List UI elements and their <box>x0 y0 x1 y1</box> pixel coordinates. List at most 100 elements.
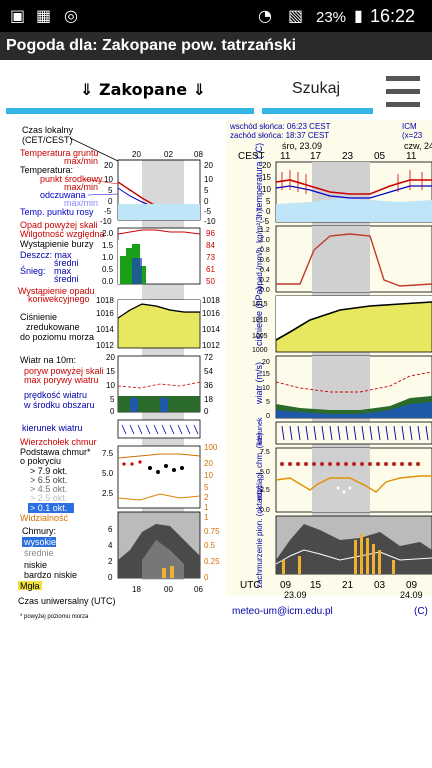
status-bar: ▣ ▦ ◎ ◔ ▧ 23% ▮ 16:22 <box>0 0 432 32</box>
right-panel: wschód słońca: 06:23 CEST zachód słońca:… <box>229 122 432 617</box>
legend-footnote: * powyżej poziomu morza <box>20 614 89 620</box>
left-hum-1: 84 <box>206 241 215 250</box>
temp-tick-5: -5 <box>262 217 270 226</box>
temp-tick-0: 20 <box>262 161 271 170</box>
legend-cisnienie-3: do poziomu morza <box>20 332 94 342</box>
left-cloud-0: 6 <box>108 525 113 534</box>
wind-tick-3: 5 <box>266 399 270 406</box>
temp-axis-label: temperatura (°C) <box>254 143 264 210</box>
app-title-bar: Pogoda dla: Zakopane pow. tatrzański <box>0 32 432 60</box>
left-vis-1: 20 <box>204 459 213 468</box>
left-time-top-0: 20 <box>132 150 141 159</box>
corner-2: (x=23 <box>402 131 423 140</box>
left-pres-0: 1018 <box>96 296 114 305</box>
left-time-top-2: 08 <box>194 150 203 159</box>
search-button[interactable]: Szukaj <box>292 80 341 97</box>
legend-chmury: Chmury: <box>22 526 56 536</box>
left-vis-0: 100 <box>204 443 218 452</box>
utc-label: UTC <box>240 580 261 591</box>
right-pres-3: 1012 <box>202 341 220 350</box>
left-charts <box>117 159 201 580</box>
left-precip-1: 1.5 <box>102 241 114 250</box>
cloud-top-dots <box>280 462 420 466</box>
media-icon: ▦ <box>36 6 52 25</box>
legend-widzialnosc: Widzialność <box>20 513 69 523</box>
legend-okt-79: > 7.9 okt. <box>30 466 67 476</box>
left-precip-4: 0.0 <box>102 277 114 286</box>
hour-top-4: 11 <box>406 151 417 162</box>
left-pres-3: 1012 <box>96 341 114 350</box>
legend-okt-25: > 2.5 okt. <box>30 493 67 503</box>
legend-opad-konw-2: konwekcyjnego <box>28 294 90 304</box>
hour-top-1: 17 <box>310 151 322 162</box>
cloud-tick-1: 5.0 <box>260 469 270 476</box>
day-1: śro, 23.09 <box>282 141 322 151</box>
legend-punkt-srodkowy: punkt środkowy <box>40 174 103 184</box>
legend-okt-45: > 4.5 okt. <box>30 484 67 494</box>
hamburger-menu-icon[interactable] <box>386 76 420 108</box>
right-temp-0: 20 <box>204 161 213 170</box>
left-cloud-2: 2 <box>108 557 113 566</box>
left-time-top-1: 02 <box>164 150 173 159</box>
pres-tick-1: 1010 <box>252 317 268 324</box>
left-cloud-1: 4 <box>108 541 113 550</box>
temp-tick-2: 10 <box>262 185 271 194</box>
legend-srednie: średnie <box>24 548 54 558</box>
app-title: Pogoda dla: Zakopane pow. tatrzański <box>6 37 297 54</box>
hour-top-0: 11 <box>280 151 291 162</box>
pressure-axis-label: ciśnienie (hPa) <box>254 286 264 346</box>
right-wind-3: 18 <box>204 395 213 404</box>
temp-tick-4: 0 <box>266 207 271 216</box>
left-precip-0: 2.0 <box>102 229 114 238</box>
right-pres-0: 1018 <box>202 296 220 305</box>
legend-bardzo-niskie: bardzo niskie <box>24 570 77 580</box>
legend-dew: Temp. punktu rosy <box>20 207 94 217</box>
right-temp-4: -5 <box>204 207 212 216</box>
precip-tick-0: 1.2 <box>260 227 270 234</box>
left-precip-3: 0.5 <box>102 265 114 274</box>
pres-tick-0: 1015 <box>252 301 268 308</box>
legend-wilgotnosc: Wilgotność względna <box>20 229 105 239</box>
footer-email[interactable]: meteo-um@icm.edu.pl <box>232 606 333 617</box>
legend-cisnienie-2: zredukowane <box>26 322 80 332</box>
wifi-icon: ◔ <box>258 6 272 25</box>
day-2: czw, 24. <box>404 141 432 151</box>
location-selector[interactable]: ⇓ Zakopane ⇓ <box>80 80 207 99</box>
temp-tick-3: 5 <box>266 197 271 206</box>
wind-axis-label: wiatr (m/s) <box>254 362 264 405</box>
cloud-tick-0: 7.5 <box>260 449 270 456</box>
legend-utc-label: Czas uniwersalny (UTC) <box>18 596 116 606</box>
left-wind-1: 15 <box>106 367 115 376</box>
right-pres-1: 1016 <box>202 309 220 318</box>
wind-arrows <box>121 424 199 435</box>
left-hum-2: 73 <box>206 253 215 262</box>
legend-deszcz: Deszcz: max <box>20 250 72 260</box>
left-hum-0: 96 <box>206 229 215 238</box>
legend-time-label-2: (CET/CEST) <box>22 135 73 145</box>
left-base-1: 5.0 <box>102 469 114 478</box>
left-temp-2: 5 <box>108 186 113 195</box>
location-underline <box>6 108 254 114</box>
hour-bottom-0: 09 <box>280 580 292 591</box>
wind-tick-4: 0 <box>266 413 270 420</box>
left-precip-2: 1.0 <box>102 253 114 262</box>
right-wind-1: 54 <box>204 367 213 376</box>
left-wind-4: 0 <box>110 407 115 416</box>
legend-wysokie: wysokie <box>23 537 56 547</box>
wind-tick-0: 20 <box>262 359 270 366</box>
left-scales: 20 02 08 20 10 5 0 -5 -10 20 10 5 0 -5 -… <box>96 150 220 594</box>
right-pres-2: 1014 <box>202 325 220 334</box>
legend-max-min: max/min <box>64 182 98 192</box>
left-wind-3: 5 <box>110 395 115 404</box>
legend-temp-ground-sub: max/min <box>64 156 98 166</box>
battery-percent: 23% <box>316 9 347 26</box>
right-temp-5: -10 <box>204 217 216 226</box>
hour-bottom-2: 21 <box>342 580 354 591</box>
clock: 16:22 <box>370 6 416 26</box>
legend-predkosc-1: prędkość wiatru <box>24 390 87 400</box>
legend-podstawa-1: Podstawa chmur* <box>20 447 91 457</box>
precip-tick-4: 0.4 <box>260 267 270 274</box>
hour-bottom-1: 15 <box>310 580 322 591</box>
precip-tick-1: 1.0 <box>260 237 270 244</box>
legend-niskie: niskie <box>24 560 47 570</box>
